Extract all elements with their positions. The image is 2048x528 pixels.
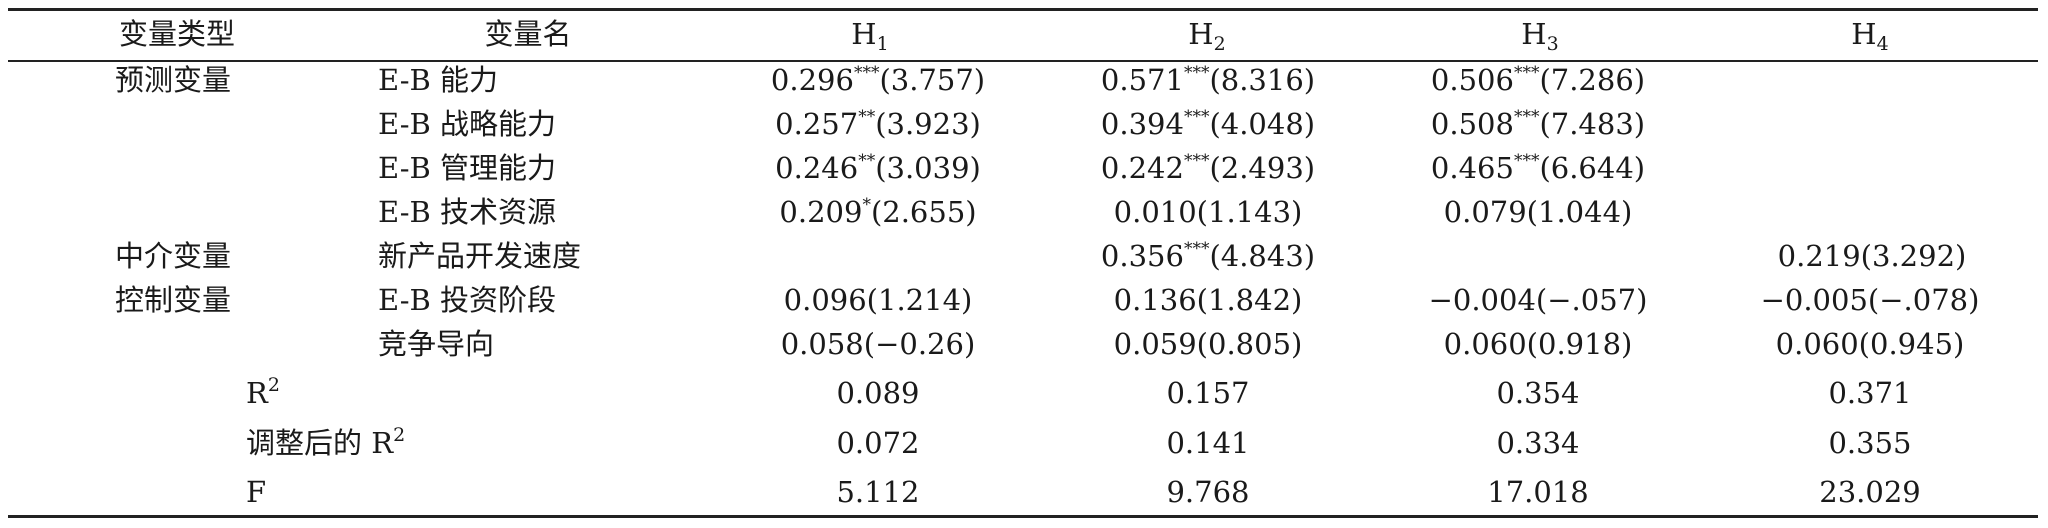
h2-value-cell: 0.571***(8.316)	[1100, 63, 1316, 97]
h1-value-cell: 0.296***(3.757)	[770, 63, 986, 97]
header-variable-name: 变量名	[484, 17, 572, 51]
variable-name-cell: 竞争导向	[378, 327, 495, 361]
h2-value-cell: 0.136(1.842)	[1113, 283, 1303, 317]
variable-name-cell: 新产品开发速度	[378, 239, 582, 273]
stat-label: F	[246, 475, 267, 509]
h2-value-cell: 0.059(0.805)	[1113, 327, 1303, 361]
variable-name-cell: E-B 战略能力	[378, 107, 557, 141]
table-bottom-rule	[8, 515, 2038, 518]
variable-name-cell: E-B 管理能力	[378, 151, 557, 185]
table-header-rule	[8, 60, 2038, 62]
h3-value-cell: 0.079(1.044)	[1443, 195, 1633, 229]
h4-value-cell: 0.219(3.292)	[1777, 239, 1967, 273]
h3-value-cell: 17.018	[1487, 475, 1589, 509]
h2-value-cell: 0.242***(2.493)	[1100, 151, 1316, 185]
h1-value-cell: 0.209*(2.655)	[779, 195, 977, 229]
variable-name-cell: E-B 投资阶段	[378, 283, 557, 317]
h1-value-cell: 0.089	[836, 376, 920, 410]
h3-value-cell: −0.004(−.057)	[1428, 283, 1648, 317]
h1-value-cell: 0.096(1.214)	[783, 283, 973, 317]
h1-value-cell: 5.112	[836, 475, 920, 509]
header-h2: H2	[1188, 17, 1226, 55]
variable-type-cell: 预测变量	[115, 63, 232, 97]
h4-value-cell: −0.005(−.078)	[1760, 283, 1980, 317]
stat-label: 调整后的 R2	[246, 424, 406, 461]
h3-value-cell: 0.508***(7.483)	[1430, 107, 1646, 141]
header-variable-type: 变量类型	[118, 17, 236, 51]
variable-name-cell: E-B 能力	[378, 63, 499, 97]
h4-value-cell: 23.029	[1819, 475, 1921, 509]
table-top-rule	[8, 8, 2038, 11]
variable-name-cell: E-B 技术资源	[378, 195, 557, 229]
h2-value-cell: 0.141	[1166, 426, 1250, 460]
h1-value-cell: 0.246**(3.039)	[775, 151, 981, 185]
header-h1: H1	[851, 17, 889, 55]
h4-value-cell: 0.371	[1828, 376, 1912, 410]
h4-value-cell: 0.355	[1828, 426, 1912, 460]
stat-label: R2	[246, 374, 280, 411]
h1-value-cell: 0.257**(3.923)	[775, 107, 981, 141]
header-h3: H3	[1521, 17, 1559, 55]
h4-value-cell: 0.060(0.945)	[1775, 327, 1965, 361]
variable-type-cell: 中介变量	[115, 239, 232, 273]
variable-type-cell: 控制变量	[115, 283, 232, 317]
h3-value-cell: 0.060(0.918)	[1443, 327, 1633, 361]
h2-value-cell: 0.394***(4.048)	[1100, 107, 1316, 141]
h3-value-cell: 0.334	[1496, 426, 1580, 460]
h3-value-cell: 0.506***(7.286)	[1430, 63, 1646, 97]
h1-value-cell: 0.072	[836, 426, 920, 460]
h1-value-cell: 0.058(−0.26)	[780, 327, 976, 361]
header-h4: H4	[1851, 17, 1889, 55]
h3-value-cell: 0.465***(6.644)	[1430, 151, 1646, 185]
h2-value-cell: 9.768	[1166, 475, 1250, 509]
h2-value-cell: 0.356***(4.843)	[1100, 239, 1316, 273]
h2-value-cell: 0.010(1.143)	[1113, 195, 1303, 229]
h3-value-cell: 0.354	[1496, 376, 1580, 410]
h2-value-cell: 0.157	[1166, 376, 1250, 410]
